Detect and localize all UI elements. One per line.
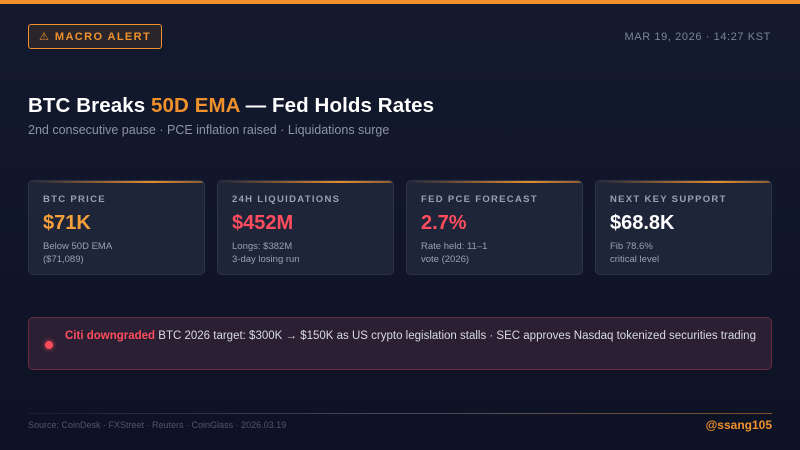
card-note-line2: vote (2026) [421, 254, 470, 265]
headline-part1: BTC Breaks [28, 94, 152, 117]
headline-part2: — Fed Holds Rates [239, 94, 435, 117]
card-pce-forecast: FED PCE FORECAST 2.7% Rate held: 11–1 vo… [406, 180, 583, 275]
macro-alert-badge: ⚠ MACRO ALERT [28, 24, 163, 49]
card-label: BTC PRICE [43, 194, 106, 205]
card-note: Below 50D EMA ($71,089) [43, 240, 190, 266]
top-accent-bar [0, 0, 800, 4]
card-note: Rate held: 11–1 vote (2026) [421, 240, 568, 266]
card-value: $68.8K [610, 212, 675, 234]
stat-cards: BTC PRICE $71K Below 50D EMA ($71,089) 2… [28, 180, 772, 275]
card-note-line1: Longs: $382M [232, 241, 293, 252]
headline-accent: 50D EMA [151, 94, 240, 117]
alert-label: MACRO ALERT [54, 30, 152, 43]
card-value: $71K [43, 212, 91, 234]
card-label: 24H LIQUIDATIONS [232, 194, 341, 205]
footer-divider [28, 413, 772, 414]
card-note-line2: critical level [610, 254, 660, 265]
author-handle: @ssang105 [705, 418, 772, 432]
card-value: 2.7% [421, 212, 467, 234]
subheadline: 2nd consecutive pause · PCE inflation ra… [28, 123, 390, 137]
sources-text: Source: CoinDesk · FXStreet · Reuters · … [28, 420, 287, 430]
card-note-line2: ($71,089) [43, 254, 84, 265]
news-banner: Citi downgraded BTC 2026 target: $300K →… [28, 317, 772, 370]
card-key-support: NEXT KEY SUPPORT $68.8K Fib 78.6% critic… [595, 180, 772, 275]
card-note-line1: Below 50D EMA [43, 241, 113, 252]
card-note-line1: Fib 78.6% [610, 241, 653, 252]
headline: BTC Breaks 50D EMA — Fed Holds Rates [28, 94, 434, 118]
card-value: $452M [232, 212, 294, 234]
card-note-line2: 3-day losing run [232, 254, 300, 265]
card-note: Fib 78.6% critical level [610, 240, 757, 266]
warning-icon: ⚠ [39, 31, 49, 43]
news-text: BTC 2026 target: $300K → $150K as US cry… [155, 330, 756, 342]
card-label: NEXT KEY SUPPORT [610, 194, 727, 205]
timestamp: MAR 19, 2026 · 14:27 KST [624, 31, 771, 43]
card-note-line1: Rate held: 11–1 [421, 241, 488, 252]
card-label: FED PCE FORECAST [421, 194, 538, 205]
card-btc-price: BTC PRICE $71K Below 50D EMA ($71,089) [28, 180, 205, 275]
live-dot-icon [45, 341, 53, 349]
card-liquidations: 24H LIQUIDATIONS $452M Longs: $382M 3-da… [217, 180, 394, 275]
card-note: Longs: $382M 3-day losing run [232, 240, 379, 266]
news-highlight: Citi downgraded [65, 330, 156, 342]
